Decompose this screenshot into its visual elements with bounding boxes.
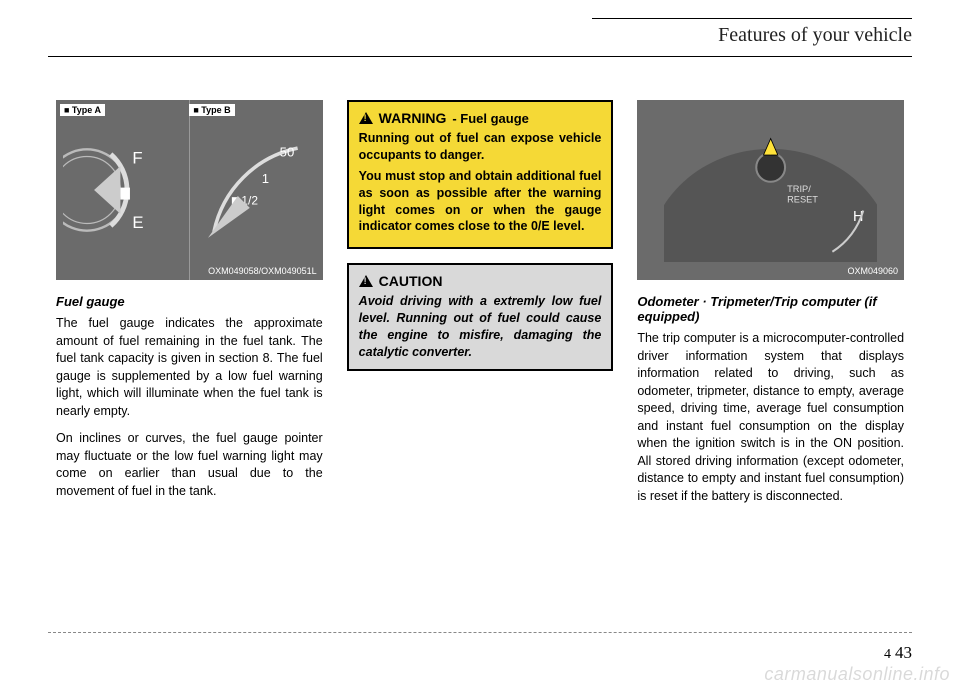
page-num: 43 — [895, 643, 912, 662]
warning-box: WARNING - Fuel gauge Running out of fuel… — [347, 100, 614, 249]
page: Features of your vehicle F E — [0, 0, 960, 689]
figure-caption-left-col: OXM049058/OXM049051L — [208, 266, 317, 276]
page-header-title: Features of your vehicle — [718, 24, 912, 47]
column-left: F E 50 1 1/2 — [56, 100, 323, 599]
caution-box: CAUTION Avoid driving with a extremly lo… — [347, 263, 614, 371]
warning-title: WARNING — [379, 110, 447, 126]
warning-title-row: WARNING - Fuel gauge — [359, 110, 602, 126]
odometer-p1: The trip computer is a microcomputer-con… — [637, 330, 904, 505]
svg-text:50: 50 — [280, 145, 295, 160]
gauge-type-a: F E — [56, 100, 189, 280]
warning-subtitle: - Fuel gauge — [452, 111, 529, 126]
fuel-gauge-p1: The fuel gauge indicates the approxi­mat… — [56, 315, 323, 420]
fuel-gauge-p2: On inclines or curves, the fuel gauge po… — [56, 430, 323, 500]
caution-body: Avoid driving with a extremly low fuel l… — [359, 293, 602, 361]
watermark: carmanualsonline.info — [764, 664, 950, 685]
trip-figure: TRIP/ RESET H OXM049060 — [637, 100, 904, 280]
svg-text:RESET: RESET — [787, 194, 818, 204]
figure-label-type-b: ■ Type B — [189, 104, 234, 116]
page-number: 4 43 — [884, 643, 912, 663]
svg-text:F: F — [132, 149, 142, 168]
fuel-gauge-a-svg: F E — [63, 109, 183, 271]
trip-svg: TRIP/ RESET H — [664, 118, 877, 262]
fuel-gauge-heading: Fuel gauge — [56, 294, 323, 309]
warning-triangle-icon — [359, 112, 373, 124]
header-rule — [48, 56, 912, 57]
fuel-gauge-figure: F E 50 1 1/2 — [56, 100, 323, 280]
odometer-heading: Odometer · Tripmeter/Trip computer (if e… — [637, 294, 904, 324]
footer-rule — [48, 632, 912, 633]
column-middle: WARNING - Fuel gauge Running out of fuel… — [347, 100, 614, 599]
section-number: 4 — [884, 647, 891, 662]
warning-body: Running out of fuel can expose vehicle o… — [359, 130, 602, 235]
gauge-split: F E 50 1 1/2 — [56, 100, 323, 280]
columns: F E 50 1 1/2 — [56, 100, 904, 599]
svg-text:1: 1 — [262, 171, 269, 186]
svg-text:E: E — [132, 213, 143, 232]
warning-p1: Running out of fuel can expose vehicle o… — [359, 130, 602, 164]
warning-p2: You must stop and obtain addition­al fue… — [359, 168, 602, 236]
gauge-type-b: 50 1 1/2 — [190, 100, 323, 280]
svg-text:TRIP/: TRIP/ — [787, 184, 811, 194]
figure-label-type-a: ■ Type A — [60, 104, 105, 116]
caution-title: CAUTION — [379, 273, 443, 289]
caution-title-row: CAUTION — [359, 273, 602, 289]
column-right: TRIP/ RESET H OXM049060 Odometer · Tripm… — [637, 100, 904, 599]
caution-triangle-icon — [359, 275, 373, 287]
fuel-gauge-b-svg: 50 1 1/2 — [196, 109, 316, 271]
figure-caption-right-col: OXM049060 — [847, 266, 898, 276]
header-rule-top — [592, 18, 912, 19]
